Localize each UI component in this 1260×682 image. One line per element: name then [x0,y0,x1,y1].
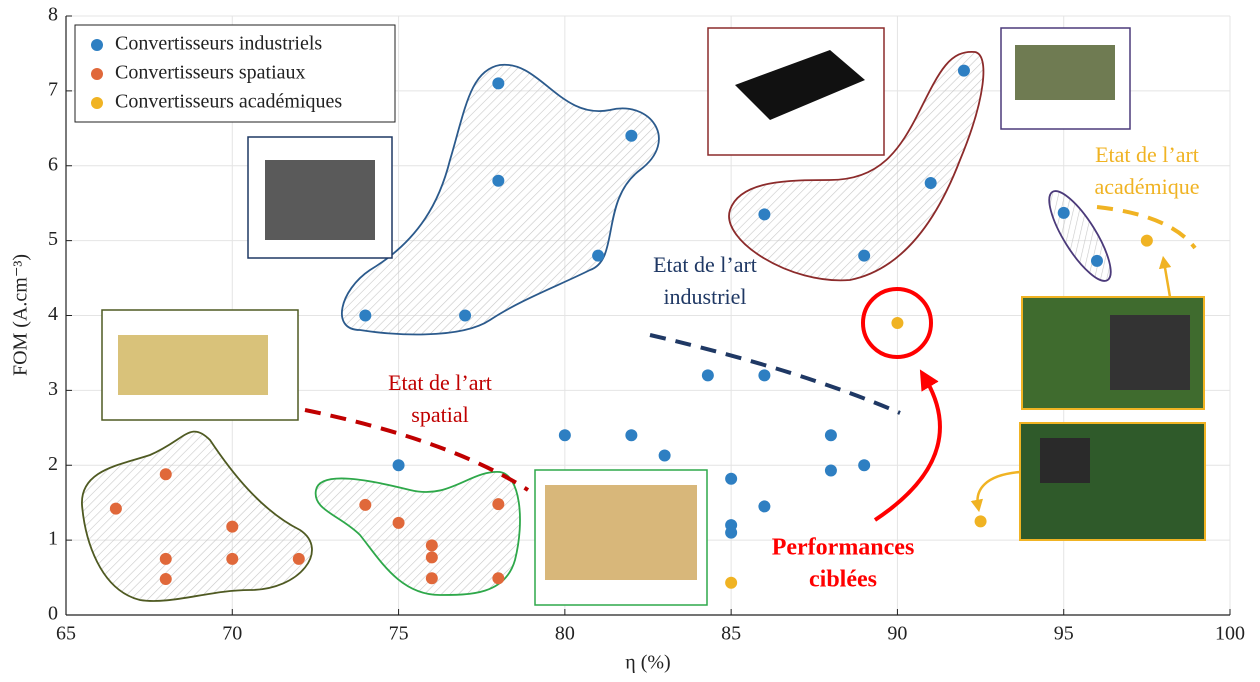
annotation: ciblées [809,567,877,593]
hull-industrial-red [728,51,985,282]
point [725,526,738,539]
point [701,369,714,382]
trend-academic [1096,205,1197,250]
x-tick-label: 100 [1215,623,1245,645]
point [392,516,405,529]
point [625,129,638,142]
annotation: Etat de l’art [388,370,492,395]
x-tick-label: 90 [887,623,907,645]
point [425,539,438,552]
point [858,249,871,262]
point [658,449,671,462]
point [924,176,937,189]
point [957,64,970,77]
image-synqor-body [265,160,375,240]
point [459,309,472,322]
point [558,429,571,442]
x-tick-label: 80 [555,623,575,645]
legend-label: Convertisseurs industriels [115,33,322,55]
x-axis-label: η (%) [625,652,670,674]
hull-industrial-purple [1048,190,1112,282]
x-tick-label: 70 [222,623,242,645]
x-tick-label: 95 [1054,623,1074,645]
point [758,500,771,513]
trend-industrial [649,333,901,415]
annotation: industriel [663,284,746,309]
annotation: Performances [772,535,915,561]
point [159,552,172,565]
image-vicor-body [735,50,865,120]
annotation: Etat de l’art [1095,142,1199,167]
image-pcb-1-core [1110,315,1190,390]
point [492,498,505,511]
legend-label: Convertisseurs spatiaux [115,62,306,84]
point [1090,254,1103,267]
point [592,249,605,262]
legend-label: Convertisseurs académiques [115,91,342,113]
y-tick-label: 3 [48,378,58,400]
image-module-body [1015,45,1115,100]
point [492,572,505,585]
legend-marker [91,97,103,109]
arrow-academic-2 [970,470,1021,513]
annotation: académique [1094,174,1199,199]
legend-marker [91,39,103,51]
point [758,208,771,221]
point [492,77,505,90]
point [725,576,738,589]
point [891,316,904,329]
point [758,369,771,382]
point [625,429,638,442]
legend-box [74,24,396,123]
point [824,464,837,477]
point [159,468,172,481]
point [1057,206,1070,219]
image-pcb-2-core [1040,438,1090,483]
point [1140,234,1153,247]
x-tick-label: 65 [56,623,76,645]
target-circle [861,287,933,359]
hull-industrial-blue [341,64,660,336]
trend-curves [304,205,1197,492]
point [425,572,438,585]
y-tick-label: 0 [48,603,58,625]
x-tick-label: 75 [389,623,409,645]
point [425,551,438,564]
point [492,174,505,187]
point [359,498,372,511]
point [974,515,987,528]
image-vpt-body [118,335,268,395]
y-tick-label: 5 [48,228,58,250]
point [109,502,122,515]
point [392,459,405,472]
y-tick-label: 2 [48,453,58,475]
trend-spatial [304,408,530,492]
y-tick-label: 4 [48,303,58,325]
point [226,520,239,533]
hull-spatial-green [314,471,521,596]
point [159,573,172,586]
image-ior-body [545,485,697,580]
y-tick-label: 8 [48,4,58,26]
arrow-target [873,369,942,522]
y-tick-label: 1 [48,528,58,550]
y-tick-label: 6 [48,153,58,175]
point [359,309,372,322]
point [725,472,738,485]
annotation: spatial [411,402,468,427]
point [292,552,305,565]
y-tick-label: 7 [48,78,58,100]
annotation: Etat de l’art [653,252,757,277]
product-images [101,27,1206,606]
y-axis-label: FOM (A.cm⁻³) [10,254,32,376]
x-tick-label: 85 [721,623,741,645]
point [226,552,239,565]
arrow-academic-1 [1158,255,1172,298]
hull-spatial-olive [81,430,313,602]
point [858,459,871,472]
legend-marker [91,68,103,80]
point [824,429,837,442]
